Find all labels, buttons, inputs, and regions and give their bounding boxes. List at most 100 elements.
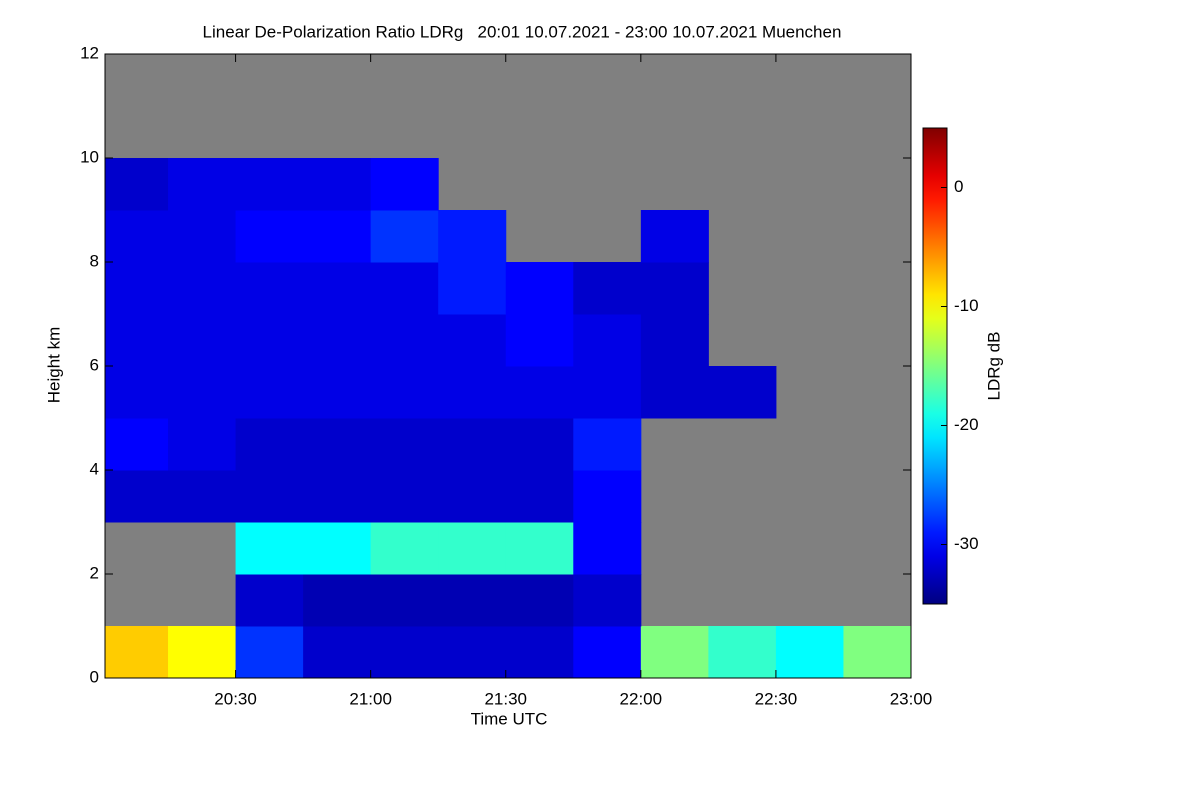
heatmap-cell (105, 470, 169, 523)
heatmap-cell (168, 626, 237, 679)
heatmap-cell (303, 470, 372, 523)
heatmap-cell (235, 522, 304, 575)
heatmap-cell (438, 574, 507, 627)
heatmap-cell (640, 262, 709, 315)
heatmap-cell (640, 314, 709, 367)
colorbar-label: LDRg dB (984, 332, 1003, 401)
heatmap-cell (843, 626, 912, 679)
y-axis-label: Height km (44, 327, 63, 404)
x-tick-label: 23:00 (890, 689, 933, 708)
y-tick-label: 8 (90, 251, 99, 270)
heatmap-cell (438, 314, 507, 367)
heatmap-cell (370, 418, 439, 471)
heatmap-cell (370, 522, 439, 575)
heatmap-cell (303, 522, 372, 575)
heatmap-cell (370, 314, 439, 367)
colorbar-tick-label: -30 (954, 534, 979, 553)
heatmap-cell (303, 210, 372, 263)
heatmap-cell (640, 366, 709, 419)
heatmap-cell (573, 470, 642, 523)
heatmap-cell (640, 210, 709, 263)
heatmap-cell (235, 210, 304, 263)
heatmap-cell (303, 574, 372, 627)
heatmap-cell (235, 626, 304, 679)
heatmap-cell (168, 314, 237, 367)
heatmap-cell (573, 522, 642, 575)
heatmap-cell (303, 366, 372, 419)
heatmap-cell (505, 470, 574, 523)
heatmap-cell (235, 470, 304, 523)
heatmap-cell (235, 314, 304, 367)
heatmap-cell (168, 418, 237, 471)
heatmap-cell (235, 262, 304, 315)
heatmap-cell (235, 158, 304, 211)
x-tick-label: 22:00 (620, 689, 663, 708)
y-tick-label: 6 (90, 355, 99, 374)
heatmap-cell (370, 626, 439, 679)
heatmap-cell (303, 314, 372, 367)
x-tick-label: 20:30 (214, 689, 257, 708)
heatmap-cell (105, 418, 169, 471)
heatmap-cell (438, 210, 507, 263)
heatmap-cell (370, 574, 439, 627)
heatmap-cell (168, 210, 237, 263)
heatmap-cell (573, 418, 642, 471)
heatmap-cell (370, 470, 439, 523)
heatmap-cell (573, 626, 642, 679)
y-tick-label: 12 (80, 43, 99, 62)
x-tick-label: 21:30 (484, 689, 527, 708)
heatmap-cell (105, 626, 169, 679)
heatmap-cell (303, 158, 372, 211)
colorbar-tick-label: -20 (954, 415, 979, 434)
heatmap-cell (438, 470, 507, 523)
heatmap-cell (438, 262, 507, 315)
plot-area (105, 54, 912, 679)
heatmap-cell (370, 366, 439, 419)
heatmap-cell (438, 366, 507, 419)
heatmap-cell (505, 574, 574, 627)
heatmap-cell (168, 366, 237, 419)
heatmap-cell (235, 574, 304, 627)
heatmap-cell (708, 366, 777, 419)
colorbar-tick-label: -10 (954, 296, 979, 315)
heatmap-cell (235, 418, 304, 471)
heatmap-cell (640, 626, 709, 679)
y-tick-label: 10 (80, 147, 99, 166)
heatmap-cell (370, 210, 439, 263)
heatmap-cell (438, 522, 507, 575)
x-tick-label: 21:00 (349, 689, 392, 708)
heatmap-cell (105, 158, 169, 211)
heatmap-cell (505, 626, 574, 679)
heatmap-cell (505, 262, 574, 315)
heatmap-cell (505, 418, 574, 471)
heatmap-cell (105, 366, 169, 419)
heatmap-cell (235, 366, 304, 419)
heatmap-cell (370, 158, 439, 211)
chart-title: Linear De-Polarization Ratio LDRg 20:01 … (203, 22, 842, 41)
heatmap-cell (303, 418, 372, 471)
heatmap-cell (370, 262, 439, 315)
y-tick-label: 4 (90, 459, 99, 478)
y-tick-label: 2 (90, 563, 99, 582)
heatmap-cell (168, 262, 237, 315)
heatmap-cell (708, 626, 777, 679)
heatmap-cell (505, 522, 574, 575)
heatmap-cell (573, 366, 642, 419)
colorbar (922, 127, 948, 605)
heatmap-cell (573, 314, 642, 367)
heatmap-cell (438, 626, 507, 679)
heatmap-cell (505, 366, 574, 419)
heatmap-cell (573, 574, 642, 627)
heatmap-cell (303, 626, 372, 679)
heatmap-cell (775, 626, 844, 679)
heatmap-cell (573, 262, 642, 315)
heatmap-cell (105, 314, 169, 367)
colorbar-tick-label: 0 (954, 177, 963, 196)
heatmap-cell (505, 314, 574, 367)
heatmap-cell (303, 262, 372, 315)
heatmap-cell (105, 262, 169, 315)
x-axis-label: Time UTC (471, 709, 548, 728)
x-tick-label: 22:30 (755, 689, 798, 708)
y-tick-label: 0 (90, 667, 99, 686)
